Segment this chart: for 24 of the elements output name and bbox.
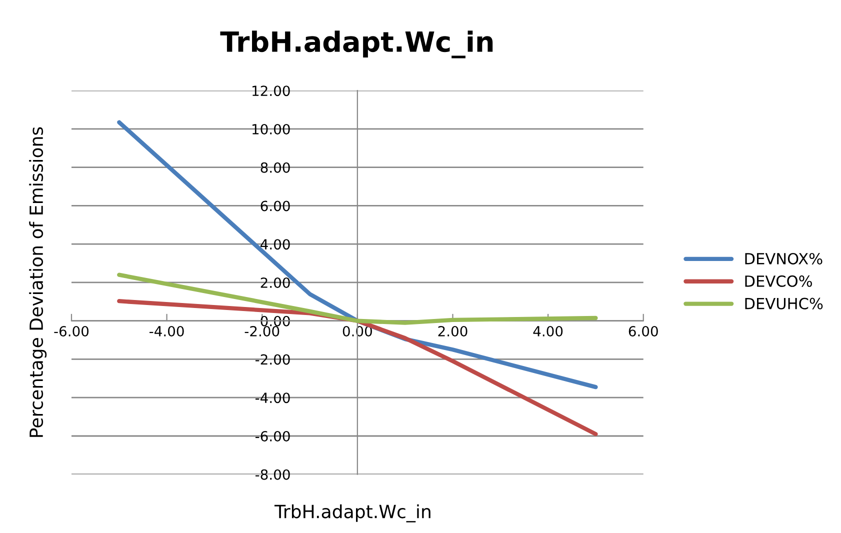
x-tick-label: 6.00 <box>628 326 658 336</box>
y-axis-title: Percentage Deviation of Emissions <box>29 127 47 437</box>
legend-label: DEVCO% <box>745 275 812 287</box>
y-tick-label: 4.00 <box>260 239 290 250</box>
x-tick-label: -6.00 <box>54 326 89 336</box>
x-tick-label: 4.00 <box>533 326 563 336</box>
y-tick-label: -6.00 <box>256 430 290 442</box>
y-tick-label: 8.00 <box>260 162 290 173</box>
x-axis-title: TrbH.adapt.Wc_in <box>274 504 430 522</box>
legend-label: DEVNOX% <box>745 252 822 264</box>
y-tick-label: 0.00 <box>260 316 290 326</box>
line-series <box>117 272 598 325</box>
legend-label: DEVUHC% <box>745 298 823 310</box>
y-tick-label: -8.00 <box>256 469 290 480</box>
chart-title: TrbH.adapt.Wc_in <box>220 30 493 58</box>
y-tick-label: -4.00 <box>256 392 290 404</box>
x-tick-label: -4.00 <box>150 326 184 336</box>
y-tick-label: 6.00 <box>260 200 290 212</box>
y-tick-label: -2.00 <box>256 354 290 365</box>
x-tick-label: 2.00 <box>438 326 468 336</box>
y-tick-label: 10.00 <box>252 124 290 134</box>
y-tick-label: 2.00 <box>260 277 290 288</box>
x-tick-label: -2.00 <box>244 326 280 336</box>
y-tick-label: 12.00 <box>252 86 290 96</box>
